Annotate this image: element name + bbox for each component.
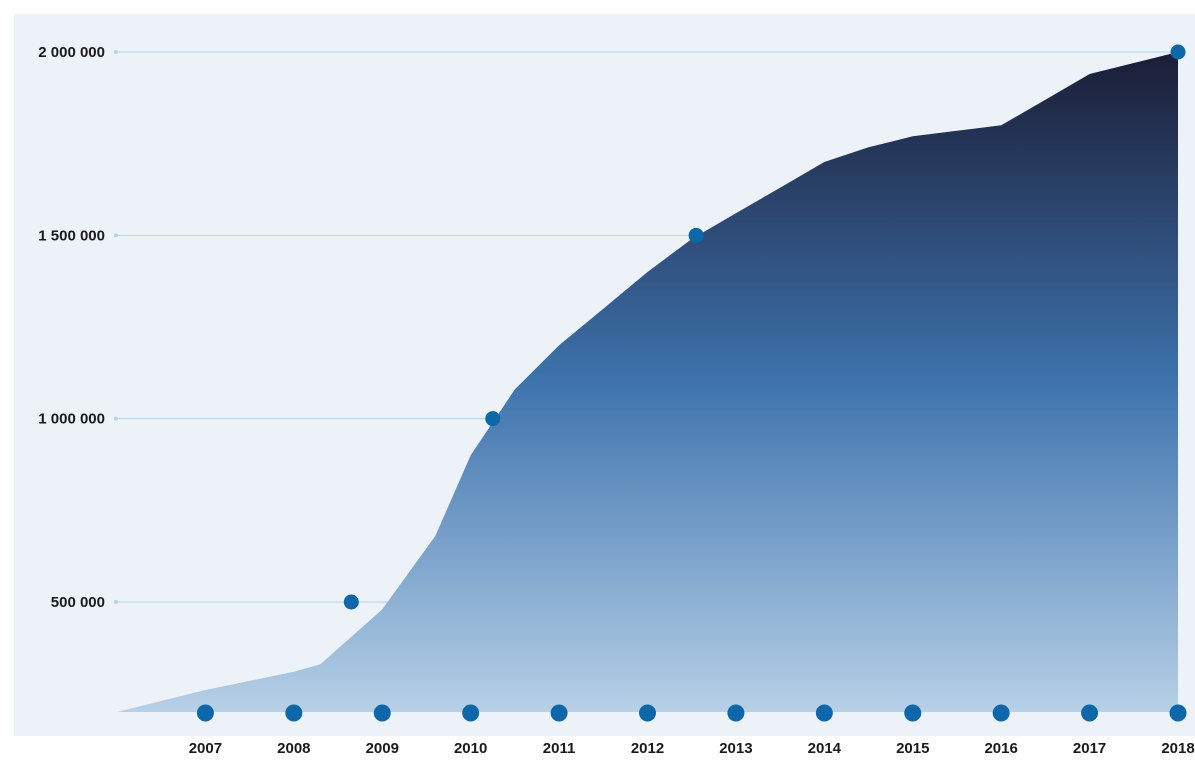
gridline-tick xyxy=(114,416,118,421)
x-tick-label: 2016 xyxy=(984,740,1017,757)
y-axis: 500 000 1 000 000 1 500 000 2 000 000 xyxy=(38,44,105,611)
x-axis-dot xyxy=(1081,704,1099,722)
x-tick-label: 2017 xyxy=(1073,740,1106,757)
x-axis-dot xyxy=(992,704,1010,722)
gridline-tick xyxy=(114,600,118,604)
x-axis-dot xyxy=(727,704,745,722)
milestone-marker xyxy=(485,411,501,427)
x-axis-dot xyxy=(815,704,833,722)
x-axis-dot xyxy=(639,704,656,722)
x-tick-label: 2009 xyxy=(366,740,399,757)
x-axis-dot xyxy=(462,704,480,722)
milestone-marker xyxy=(688,227,704,243)
x-tick-label: 2015 xyxy=(896,740,929,757)
x-tick-label: 2010 xyxy=(454,740,487,757)
milestone-markers xyxy=(343,44,1186,610)
x-axis-dot xyxy=(550,704,568,722)
x-tick-label: 2018 xyxy=(1161,740,1194,757)
x-tick-label: 2007 xyxy=(189,740,222,757)
x-axis: 2007 2008 2009 2010 2011 2012 2013 2014 2015 2016… xyxy=(189,740,1195,757)
x-axis-dot xyxy=(285,704,303,722)
gridline-tick xyxy=(114,50,118,54)
x-tick-label: 2011 xyxy=(543,740,576,757)
y-tick-label: 1 000 000 xyxy=(38,411,105,428)
y-tick-label: 1 500 000 xyxy=(38,227,105,244)
x-tick-label: 2013 xyxy=(719,740,752,757)
x-axis-markers xyxy=(196,704,1187,722)
x-axis-dot xyxy=(373,704,391,722)
x-axis-dot xyxy=(1169,704,1187,722)
x-axis-dot xyxy=(904,704,922,722)
milestone-marker xyxy=(1170,44,1186,60)
milestone-marker xyxy=(343,594,359,610)
gridline-tick xyxy=(114,233,118,238)
x-axis-dot xyxy=(196,704,214,722)
x-tick-label: 2014 xyxy=(808,740,842,757)
y-tick-label: 2 000 000 xyxy=(38,44,105,61)
x-tick-label: 2008 xyxy=(277,740,310,757)
x-tick-label: 2012 xyxy=(631,740,664,757)
y-tick-label: 500 000 xyxy=(51,594,105,611)
area-series xyxy=(117,52,1178,712)
